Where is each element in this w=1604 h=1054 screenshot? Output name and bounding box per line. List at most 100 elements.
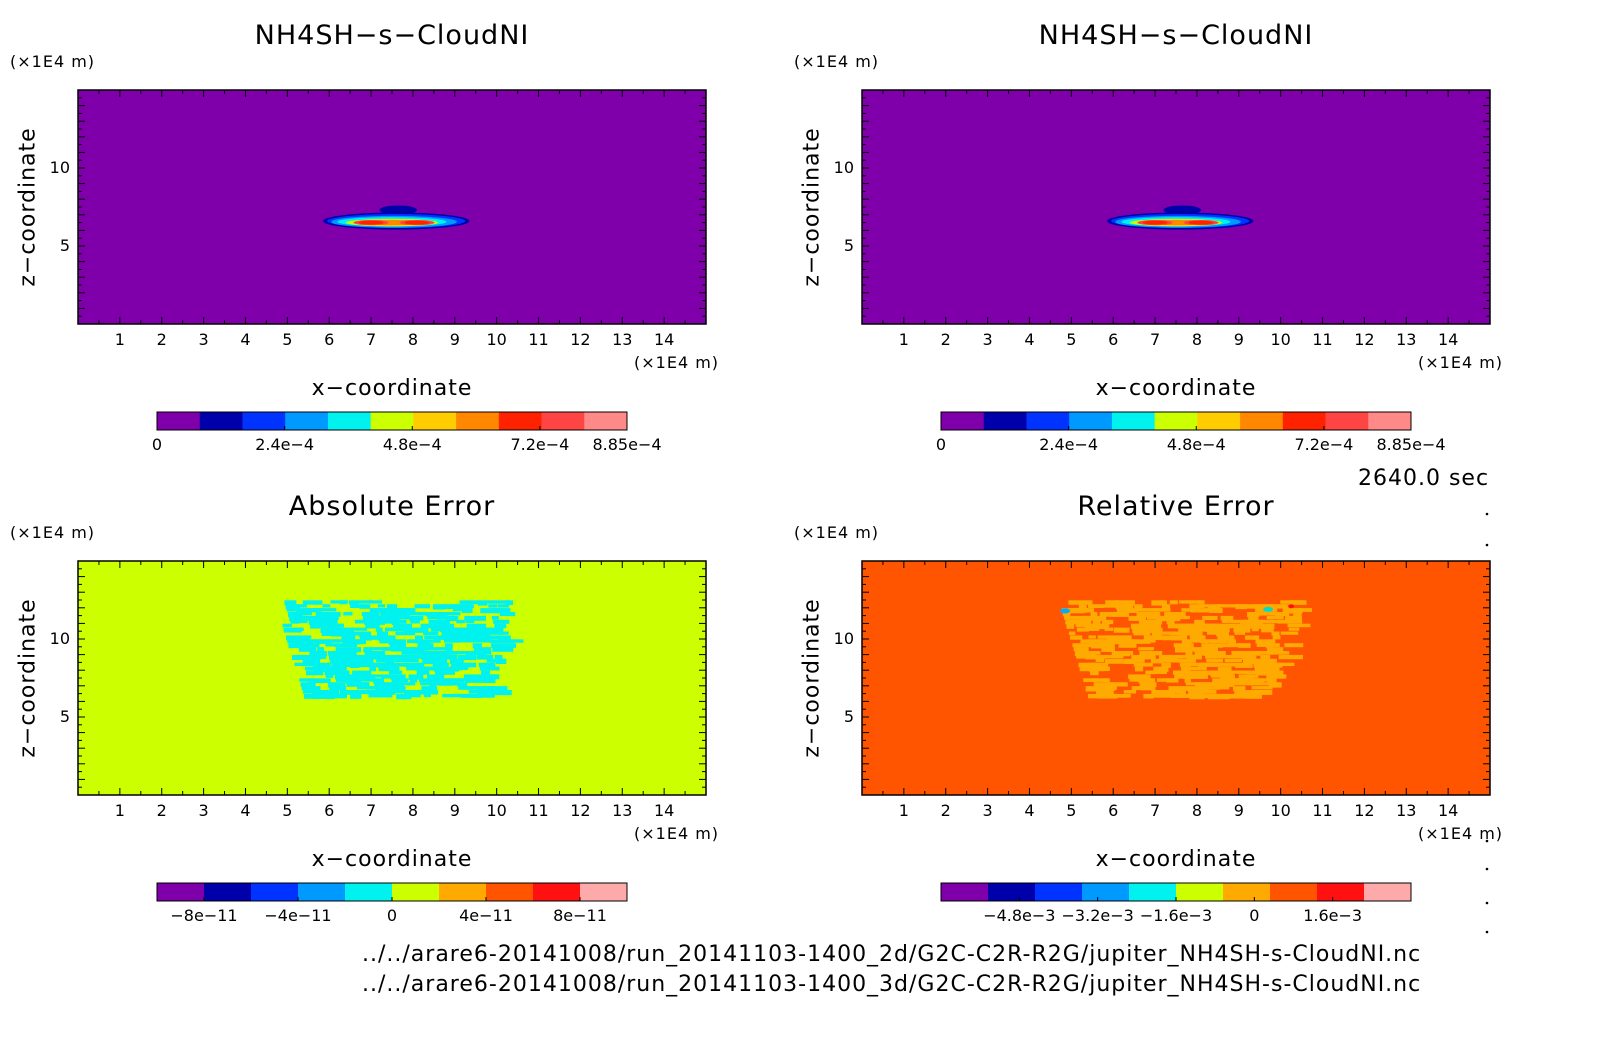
- file-path-3d: ../../arare6-20141008/run_20141103-1400_…: [362, 972, 1422, 997]
- error-patch: [394, 690, 406, 694]
- error-patch: [384, 627, 409, 632]
- error-patch: [497, 635, 511, 641]
- error-patch: [1217, 604, 1242, 608]
- error-patch: [304, 693, 323, 699]
- error-patch: [457, 654, 477, 661]
- error-patch: [418, 647, 429, 651]
- x-tick-label: 7: [1149, 330, 1161, 349]
- error-patch: [425, 639, 441, 643]
- y-unit-label: (×1E4 m): [794, 523, 880, 542]
- error-patch: [341, 635, 356, 640]
- cloud-top: [379, 205, 418, 215]
- colorbar-segment: [1325, 412, 1369, 430]
- colorbar-segment: [1282, 412, 1327, 430]
- error-patch: [363, 647, 373, 653]
- error-patch: [435, 612, 443, 618]
- error-patch: [442, 604, 458, 610]
- x-tick-label: 7: [1149, 801, 1161, 820]
- x-tick-label: 1: [898, 801, 909, 820]
- error-patch: [330, 658, 346, 664]
- error-patch: [338, 654, 361, 660]
- error-patch: [1074, 651, 1096, 657]
- error-patch: [1234, 631, 1246, 635]
- error-patch: [1258, 678, 1272, 682]
- error-patch: [1202, 647, 1211, 652]
- x-tick-label: 3: [982, 801, 993, 820]
- error-patch: [1235, 662, 1252, 668]
- error-patch: [1132, 627, 1157, 633]
- x-tick-label: 9: [449, 330, 460, 349]
- error-patch: [1259, 651, 1275, 655]
- error-patch: [309, 651, 327, 656]
- error-patch: [460, 662, 477, 668]
- error-patch: [350, 693, 362, 699]
- error-patch: [1280, 631, 1299, 635]
- error-patch: [396, 693, 412, 700]
- error-patch: [327, 651, 343, 656]
- x-tick-label: 9: [1233, 801, 1244, 820]
- x-tick-label: 11: [1312, 801, 1333, 820]
- error-patch: [1116, 608, 1134, 613]
- error-patch: [379, 639, 398, 644]
- error-patch: [298, 647, 317, 652]
- error-patch: [320, 627, 338, 634]
- error-patch: [1076, 654, 1087, 659]
- error-patch: [1151, 600, 1166, 606]
- error-patch: [445, 615, 458, 622]
- error-patch: [315, 612, 341, 617]
- error-patch: [1188, 600, 1204, 604]
- x-axis-label: x−coordinate: [311, 847, 473, 872]
- error-patch: [1090, 643, 1115, 649]
- y-tick-label: 5: [59, 236, 70, 255]
- error-patch: [358, 631, 372, 637]
- error-patch: [302, 658, 321, 665]
- error-patch: [1093, 651, 1101, 655]
- error-patch: [361, 670, 370, 676]
- error-patch: [1178, 690, 1186, 695]
- error-patch: [1102, 682, 1128, 687]
- error-patch: [1161, 662, 1171, 668]
- error-patch: [1274, 612, 1290, 617]
- error-patch: [1133, 662, 1153, 667]
- error-patch: [416, 670, 430, 675]
- error-patch: [1288, 627, 1300, 631]
- colorbar-segment: [1223, 883, 1271, 901]
- error-patch: [1108, 612, 1130, 617]
- error-patch: [290, 619, 300, 624]
- error-patch: [380, 674, 393, 679]
- error-patch: [1245, 635, 1260, 640]
- colorbar-segment: [439, 883, 487, 901]
- error-patch: [358, 600, 373, 604]
- field-features: [1106, 205, 1254, 230]
- x-tick-label: 14: [653, 330, 675, 349]
- error-patch: [445, 643, 453, 648]
- error-patch: [497, 604, 510, 608]
- colorbar-segment: [1035, 883, 1083, 901]
- error-patch: [478, 662, 496, 668]
- x-tick-label: 8: [407, 330, 419, 349]
- error-patch: [392, 682, 416, 686]
- error-patch: [359, 635, 372, 641]
- colorbar-segment: [541, 412, 585, 430]
- error-patch: [422, 690, 439, 695]
- error-patch: [1188, 690, 1206, 695]
- y-tick-label: 10: [49, 158, 70, 177]
- error-patch: [408, 674, 424, 680]
- error-patch: [1237, 670, 1249, 674]
- error-patch: [1090, 670, 1099, 676]
- error-patch: [305, 608, 323, 612]
- error-patch: [1289, 600, 1307, 605]
- error-patch: [459, 631, 472, 637]
- error-patch: [313, 693, 335, 699]
- error-patch: [1143, 693, 1154, 699]
- error-patch: [438, 651, 458, 655]
- error-patch: [456, 651, 473, 655]
- colorbar-label: −8e−11: [170, 906, 238, 925]
- error-patch: [1148, 619, 1163, 625]
- colorbar-segment: [1368, 412, 1412, 430]
- error-patch: [1150, 627, 1163, 633]
- error-patch: [1271, 662, 1295, 667]
- error-patch: [416, 639, 431, 644]
- error-patch: [302, 690, 317, 694]
- error-patch: [1145, 670, 1157, 675]
